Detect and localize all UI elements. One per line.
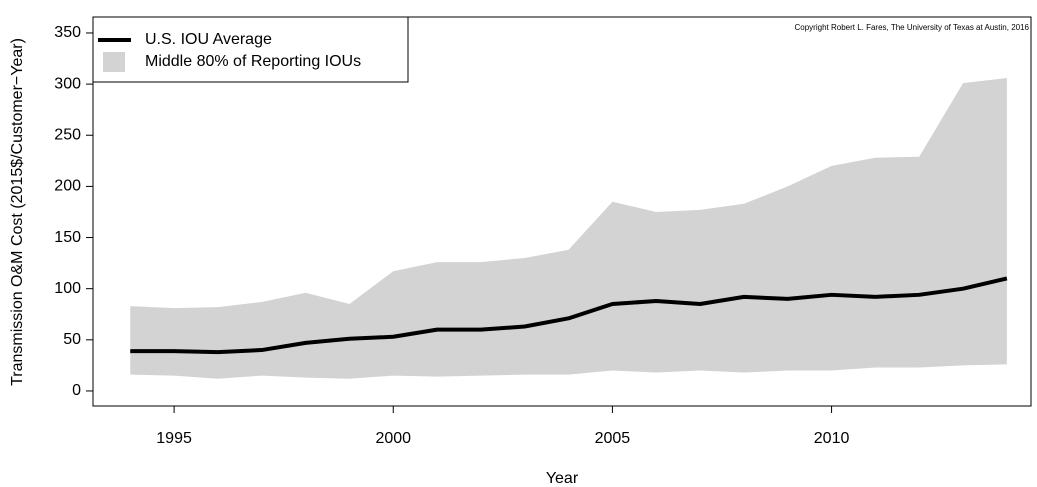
- y-axis-label: Transmission O&M Cost (2015$/Customer−Ye…: [9, 38, 26, 386]
- x-tick-label: 2005: [595, 430, 631, 447]
- y-tick-label: 200: [54, 178, 81, 195]
- legend-swatch: [103, 52, 125, 72]
- legend-label: Middle 80% of Reporting IOUs: [145, 53, 361, 70]
- x-axis-label: Year: [546, 470, 579, 487]
- band-area: [130, 77, 1007, 379]
- legend-label: U.S. IOU Average: [145, 31, 272, 48]
- copyright: Copyright Robert L. Fares, The Universit…: [795, 23, 1030, 32]
- x-tick-label: 2000: [375, 430, 411, 447]
- x-tick-label: 1995: [156, 430, 192, 447]
- y-tick-label: 300: [54, 75, 81, 92]
- legend-box: [92, 16, 409, 83]
- y-tick-label: 50: [63, 331, 81, 348]
- y-tick-label: 150: [54, 229, 81, 246]
- y-tick-label: 350: [54, 24, 81, 41]
- y-tick-label: 0: [72, 382, 81, 399]
- y-tick-label: 250: [54, 126, 81, 143]
- y-tick-label: 100: [54, 280, 81, 297]
- series-line: [130, 276, 1008, 355]
- x-tick-label: 2010: [814, 430, 850, 447]
